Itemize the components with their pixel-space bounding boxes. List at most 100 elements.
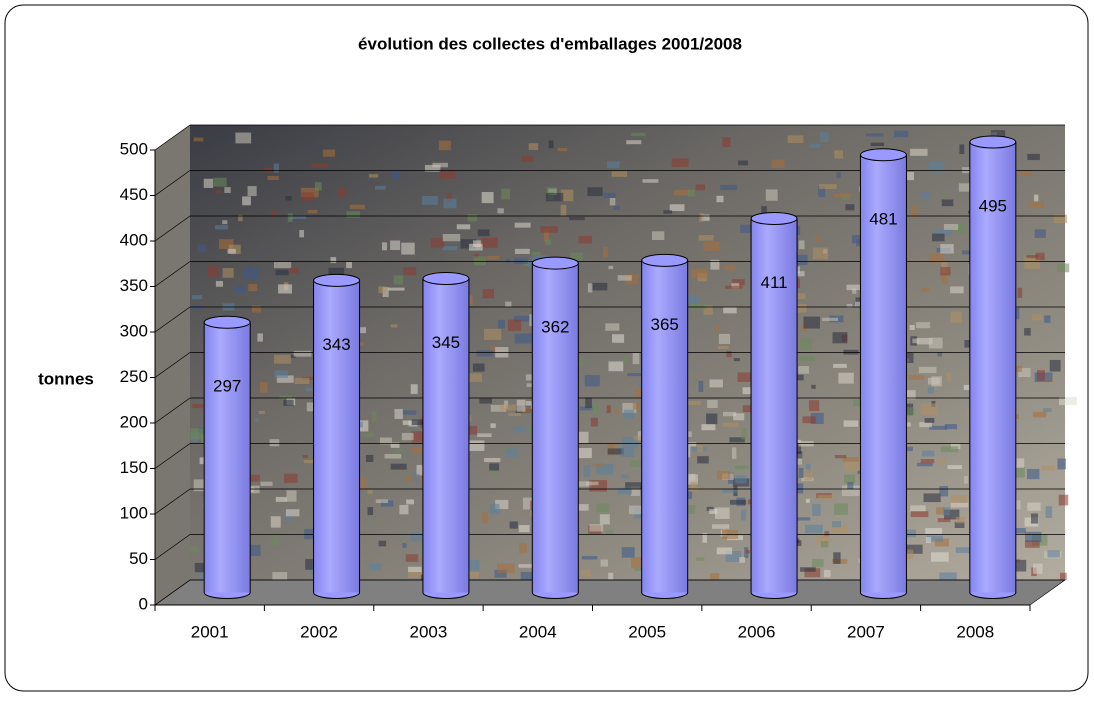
texture-piece <box>689 303 707 310</box>
value-label: 495 <box>979 197 1007 216</box>
grid-line <box>154 170 191 196</box>
texture-piece <box>1026 255 1039 259</box>
texture-piece <box>695 184 706 191</box>
texture-piece <box>395 448 406 453</box>
texture-piece <box>621 447 635 457</box>
texture-piece <box>701 424 716 431</box>
texture-piece <box>213 177 227 187</box>
texture-piece <box>305 387 313 392</box>
texture-piece <box>761 206 767 217</box>
texture-piece <box>1059 396 1077 406</box>
x-tick-label: 2004 <box>519 622 557 641</box>
texture-piece <box>408 566 422 572</box>
texture-piece <box>990 130 1006 141</box>
texture-piece <box>927 386 934 394</box>
texture-piece <box>328 267 345 275</box>
texture-piece <box>367 489 373 494</box>
texture-piece <box>722 488 738 493</box>
texture-piece <box>798 240 805 250</box>
texture-piece <box>590 417 598 427</box>
texture-piece <box>924 417 935 423</box>
texture-piece <box>663 210 673 214</box>
x-tick-label: 2008 <box>956 622 994 641</box>
texture-piece <box>731 447 737 459</box>
texture-piece <box>939 486 949 497</box>
texture-piece <box>411 448 423 453</box>
grid-line <box>154 488 191 515</box>
texture-piece <box>215 280 223 287</box>
texture-piece <box>608 361 624 372</box>
texture-piece <box>838 372 854 384</box>
bar <box>641 260 688 593</box>
texture-piece <box>578 357 584 366</box>
texture-piece <box>612 334 625 343</box>
texture-piece <box>197 244 207 253</box>
texture-piece <box>375 185 386 190</box>
texture-piece <box>711 524 730 529</box>
texture-piece <box>699 213 704 222</box>
bar <box>204 322 251 593</box>
texture-piece <box>490 345 497 351</box>
texture-piece <box>726 350 732 358</box>
texture-piece <box>732 279 745 286</box>
y-tick-label: 400 <box>120 230 148 249</box>
texture-piece <box>1014 458 1025 468</box>
texture-piece <box>909 324 915 331</box>
grid-line <box>154 261 191 287</box>
texture-piece <box>607 161 620 169</box>
texture-piece <box>934 538 950 547</box>
texture-piece <box>1017 287 1023 298</box>
texture-piece <box>822 317 839 321</box>
texture-piece <box>279 395 293 400</box>
texture-piece <box>905 446 913 452</box>
texture-piece <box>1024 328 1031 336</box>
texture-piece <box>578 235 592 244</box>
texture-piece <box>729 437 745 443</box>
texture-piece <box>608 265 614 270</box>
texture-piece <box>406 499 415 505</box>
texture-piece <box>946 372 952 382</box>
texture-piece <box>357 327 367 334</box>
texture-piece <box>833 363 847 368</box>
texture-piece <box>274 354 292 364</box>
texture-piece <box>575 447 592 459</box>
texture-piece <box>811 384 816 389</box>
texture-piece <box>931 233 945 242</box>
texture-piece <box>671 158 689 167</box>
texture-piece <box>709 379 723 388</box>
texture-piece <box>505 258 511 263</box>
texture-piece <box>833 193 852 198</box>
texture-piece <box>733 358 740 362</box>
texture-piece <box>716 195 724 203</box>
texture-piece <box>259 382 268 393</box>
texture-piece <box>489 463 500 471</box>
texture-piece <box>384 454 402 459</box>
texture-piece <box>723 307 737 314</box>
texture-piece <box>740 224 751 233</box>
texture-piece <box>816 535 830 545</box>
texture-piece <box>443 198 457 209</box>
texture-piece <box>466 440 485 451</box>
texture-piece <box>191 295 203 300</box>
texture-piece <box>851 234 862 244</box>
texture-piece <box>950 286 964 294</box>
value-label: 343 <box>322 335 350 354</box>
texture-piece <box>904 353 914 363</box>
texture-piece <box>847 482 854 490</box>
texture-piece <box>798 356 816 362</box>
texture-piece <box>1042 408 1052 412</box>
texture-piece <box>846 284 862 291</box>
texture-piece <box>545 239 552 245</box>
texture-piece <box>603 246 608 258</box>
texture-piece <box>520 571 533 580</box>
texture-piece <box>260 481 273 486</box>
texture-piece <box>808 143 821 148</box>
texture-piece <box>627 373 643 377</box>
texture-piece <box>898 529 916 538</box>
texture-piece <box>273 261 292 269</box>
texture-piece <box>531 251 541 256</box>
texture-piece <box>810 412 824 424</box>
texture-piece <box>269 439 280 447</box>
texture-piece <box>403 267 417 276</box>
texture-piece <box>278 284 293 294</box>
